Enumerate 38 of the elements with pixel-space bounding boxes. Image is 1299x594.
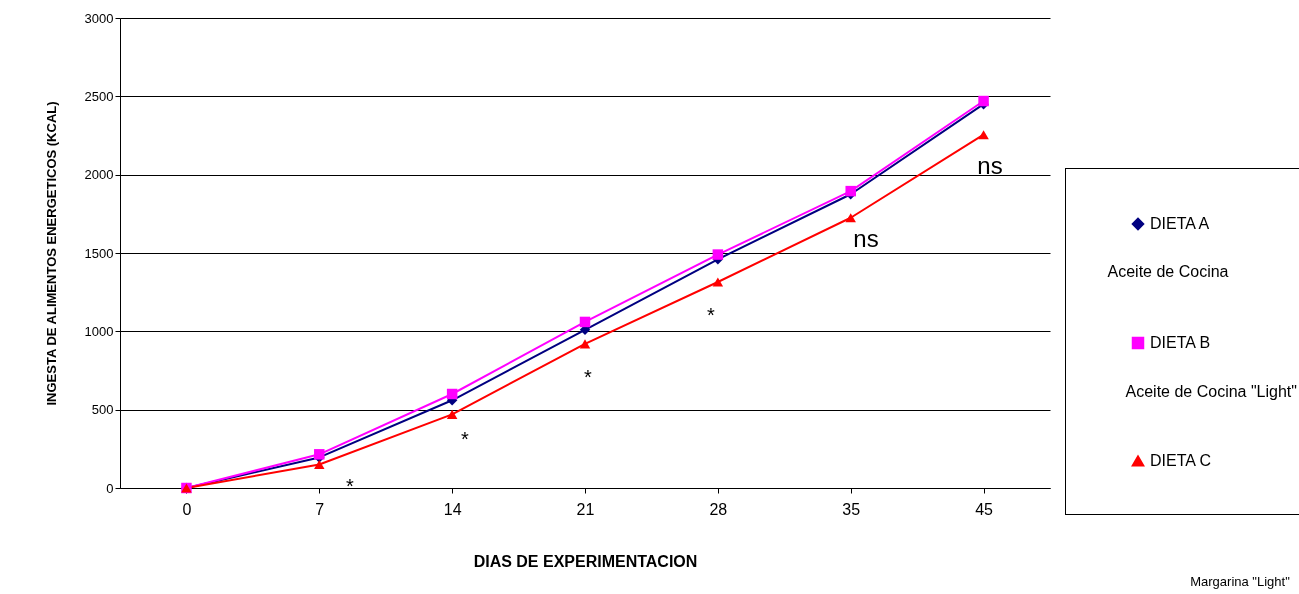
annotation: ns xyxy=(977,152,1003,179)
x-tick-label: 35 xyxy=(842,500,861,518)
y-tick-label: 500 xyxy=(91,402,114,418)
point xyxy=(978,130,989,140)
annotation: * xyxy=(584,366,593,388)
x-tick-label: 45 xyxy=(975,500,994,518)
annotation: * xyxy=(707,304,716,326)
x-tick-label: 0 xyxy=(182,500,192,518)
x-tick-label: 28 xyxy=(709,500,728,518)
point xyxy=(314,459,325,470)
x-tick-label: 7 xyxy=(315,500,325,518)
text: Margarina "Light" xyxy=(1190,574,1291,589)
annotation: * xyxy=(461,428,470,450)
point xyxy=(712,277,724,287)
x-tick-label: 21 xyxy=(576,500,595,518)
y-tick-label: 1000 xyxy=(84,323,114,339)
y-tick-label: 1500 xyxy=(84,245,114,261)
x-axis-title: DIAS DE EXPERIMENTACION xyxy=(473,552,698,570)
y-tick-label: 0 xyxy=(106,480,114,496)
point xyxy=(845,213,856,223)
legend-label: DIETA C xyxy=(1150,452,1212,469)
point xyxy=(446,388,458,400)
legend-label: DIETA A xyxy=(1150,215,1210,232)
point xyxy=(712,249,724,260)
y-tick-label: 2000 xyxy=(84,167,114,183)
point xyxy=(845,185,856,197)
y-tick-label: 2500 xyxy=(84,88,114,104)
point xyxy=(446,409,458,419)
y-axis-title: INGESTA DE ALIMENTOS ENERGETICOS (KCAL) xyxy=(43,101,59,406)
annotation: * xyxy=(346,475,355,497)
annotation: ns xyxy=(853,225,879,252)
y-tick-label: 3000 xyxy=(84,10,114,26)
text: Aceite de Cocina "Light" xyxy=(1125,383,1297,400)
text: Aceite de Cocina xyxy=(1107,263,1229,280)
point xyxy=(579,316,591,328)
point xyxy=(579,339,591,349)
x-tick-label: 14 xyxy=(443,500,462,518)
legend-label: DIETA B xyxy=(1150,334,1211,351)
